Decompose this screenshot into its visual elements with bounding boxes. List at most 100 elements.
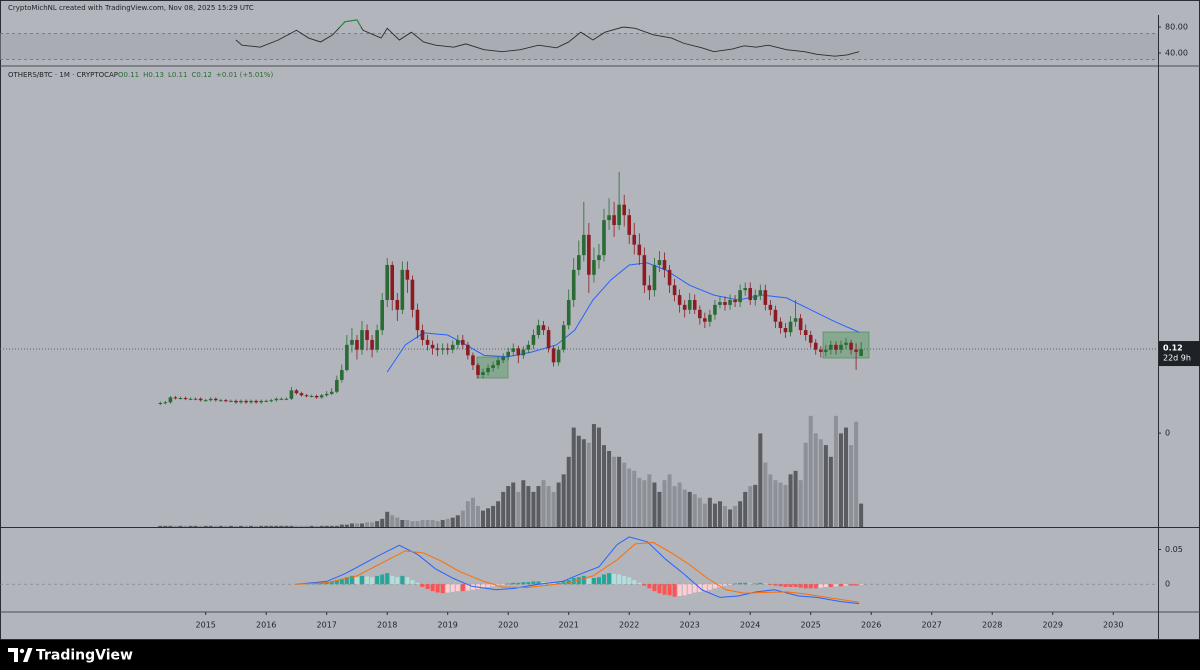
volume-bar [672,486,677,527]
macd-histogram-bar [657,584,662,594]
volume-bar [249,525,254,527]
volume-bar [793,470,798,527]
volume-bar [632,470,637,527]
rsi-line [235,19,860,57]
macd-histogram-bar [405,577,410,585]
candle-body [461,339,465,345]
candle-body [556,349,561,363]
volume-bar [470,497,475,527]
macd-histogram-bar [586,578,591,585]
candle-body [849,342,853,350]
macd-histogram-bar [768,584,773,585]
candle-body [350,339,354,345]
macd-histogram-bar [400,575,405,585]
macd-histogram-bar [652,584,657,592]
macd-histogram-bar [425,584,430,590]
volume-bar [289,525,294,527]
candle-body [763,290,768,305]
macd-histogram-bar [551,583,556,585]
candle-body [808,335,813,343]
candle-body [395,299,400,310]
volume-bar [279,525,284,527]
x-tick-label: 2023 [680,621,700,630]
volume-bar [556,482,561,527]
x-tick-label: 2027 [922,621,942,630]
candle-body [279,398,284,400]
macd-histogram-bar [612,573,617,585]
candle-body [607,215,611,221]
volume-bar [546,486,551,527]
candle-body [546,330,551,349]
signal-line [296,541,860,603]
candle-body [234,400,238,403]
volume-bar [788,474,793,527]
volume-bar [722,505,727,527]
volume-bar [213,525,218,527]
volume-bar [269,525,274,527]
candle-body [375,330,379,350]
macd-histogram-bar [803,584,808,589]
volume-bar [304,525,309,527]
volume-bar [375,521,380,527]
candle-body [445,348,450,350]
macd-histogram-bar [687,584,692,594]
macd-histogram-bar [435,584,440,593]
volume-bar [642,480,647,527]
macd-histogram-bar [380,574,385,585]
volume-bar [405,519,410,527]
macd-histogram-bar [455,584,460,592]
candle-body [773,309,778,322]
legend-value: H0.13 [143,71,164,79]
macd-histogram-bar [808,584,813,589]
volume-bar [349,523,354,527]
candle-body [582,234,586,256]
candle-body [259,400,263,403]
volume-bar [410,521,415,527]
x-tick-label: 2018 [377,621,397,630]
candle-body [335,379,339,392]
macd-histogram-bar [470,584,475,590]
macd-histogram-bar [591,577,596,585]
volume-bar [254,525,259,527]
volume-bar [400,519,405,527]
macd-histogram-bar [667,584,672,596]
macd-histogram-bar [415,582,420,585]
volume-bar [571,427,576,527]
x-tick-label: 2025 [801,621,821,630]
logo-mark [8,648,18,662]
candle-body [410,279,415,310]
macd-histogram-bar [617,574,622,585]
candle-body [622,204,626,216]
candle-body [672,285,677,296]
macd-histogram-bar [647,584,652,589]
macd-histogram-bar [566,580,571,585]
legend-value: +0.01 (+5.01%) [216,71,274,79]
macd-histogram-bar [733,583,738,585]
macd-histogram-bar [843,584,848,586]
candle-body [188,398,193,400]
macd-histogram-bar [359,575,364,585]
candle-body [839,344,843,350]
candle-body [390,264,395,300]
macd-histogram-bar [445,584,450,593]
volume-bar [823,445,828,527]
macd-histogram-bar [622,575,627,585]
x-tick-label: 2021 [559,621,579,630]
volume-bar [561,474,566,527]
legend-value: C0.12 [191,71,211,79]
macd-histogram-bar [526,582,531,585]
candle-body [203,400,208,402]
volume-bar [833,415,838,527]
y-tick-label: 0 [1165,429,1170,438]
candle-body [224,400,228,402]
candle-body [597,255,601,261]
volume-bar [334,525,339,527]
candle-body [844,342,848,345]
macd-histogram-bar [561,581,566,585]
candle-body [435,348,440,350]
candle-body [506,351,511,357]
candle-body [551,348,556,363]
candle-body [324,393,329,396]
candle-body [642,255,647,286]
volume-bar [506,486,511,527]
